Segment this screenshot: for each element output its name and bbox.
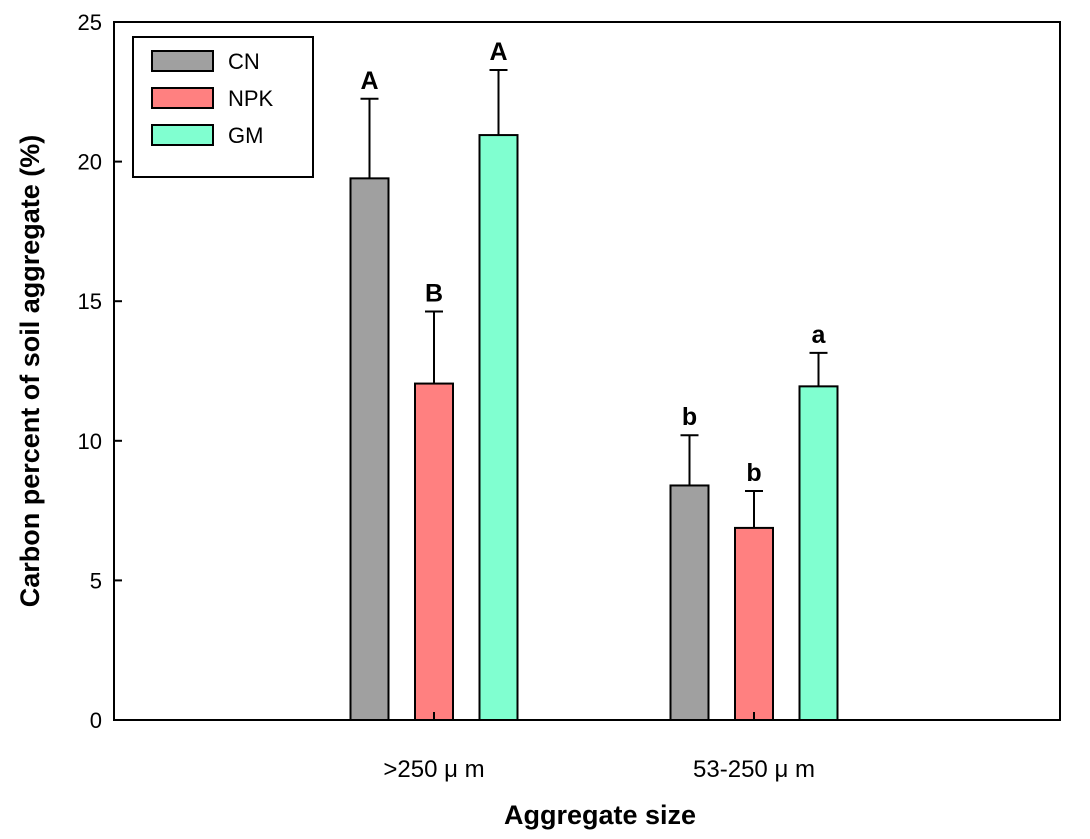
significance-label: B: [425, 280, 443, 308]
bar-cn: [349, 177, 390, 722]
y-tick-label: 15: [78, 289, 102, 314]
legend-swatch-cn: [151, 50, 214, 72]
y-tick-label: 20: [78, 150, 102, 175]
bar-npk: [414, 382, 454, 721]
x-axis: >250 μ m 53-250 μ m: [383, 712, 815, 783]
legend-swatch-npk: [151, 87, 214, 109]
significance-label: b: [746, 459, 761, 487]
bar-gm: [798, 385, 839, 721]
y-tick-label: 10: [78, 429, 102, 454]
y-tick-label: 25: [78, 10, 102, 35]
legend-label-npk: NPK: [228, 86, 274, 111]
legend-label-cn: CN: [228, 49, 260, 74]
significance-label: b: [682, 403, 697, 431]
x-category-label: 53-250 μ m: [693, 756, 815, 783]
x-category-label: >250 μ m: [383, 756, 484, 783]
significance-label: a: [812, 321, 827, 349]
bar-npk: [734, 526, 774, 721]
plot-frame: [113, 21, 1061, 721]
legend: CN NPK GM: [132, 36, 314, 178]
y-axis-title: Carbon percent of soil aggregate (%): [15, 135, 45, 608]
bar-cn: [669, 484, 710, 721]
y-tick-label: 0: [90, 708, 102, 733]
x-axis-title: Aggregate size: [504, 800, 696, 830]
legend-label-gm: GM: [228, 123, 263, 148]
legend-swatch-gm: [151, 124, 214, 146]
bar-gm: [478, 134, 519, 722]
significance-label: A: [360, 67, 378, 95]
y-tick-label: 5: [90, 568, 102, 593]
bars: A B Ab b a: [349, 38, 839, 722]
significance-label: A: [489, 38, 507, 66]
y-axis: 0 5 10 15 20 25: [78, 10, 122, 733]
